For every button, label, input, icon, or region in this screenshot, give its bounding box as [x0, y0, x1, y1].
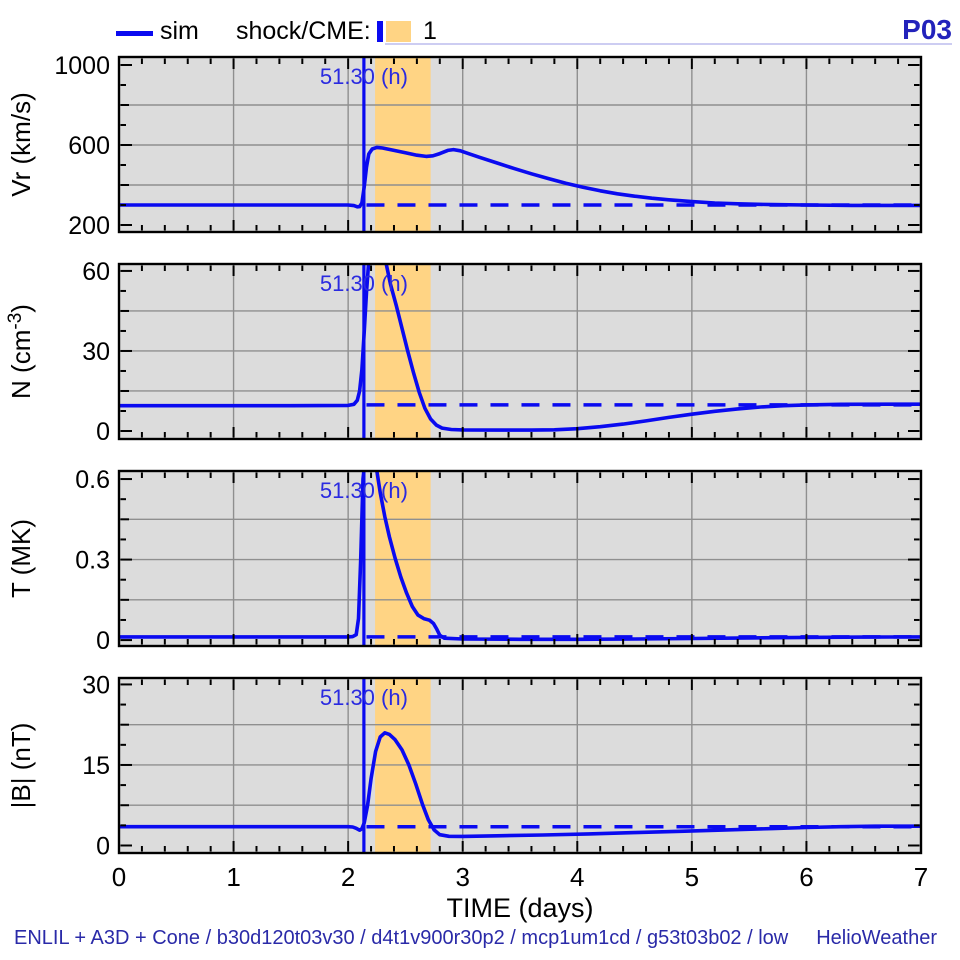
b-ytick-label: 30	[82, 671, 110, 699]
xtick-label: 1	[226, 862, 240, 892]
t-panel-frame	[117, 469, 923, 648]
b-shock-annotation: 51.30 (h)	[320, 685, 408, 710]
b-panel-frame	[117, 676, 923, 855]
legend-cme-id: 1	[423, 17, 437, 45]
xtick-label: 6	[799, 862, 813, 892]
panel-vr: 200 600 1000 Vr (km/s) 51.30 (h)	[6, 52, 923, 240]
vr-panel-frame	[117, 55, 923, 234]
vr-ytick-label: 1000	[54, 52, 110, 80]
t-ytick-label: 0.6	[75, 466, 110, 494]
t-sim-curve	[119, 471, 921, 642]
x-axis-title: TIME (days)	[446, 893, 594, 923]
panel-n: 0 30 60 N (cm-3) 51.30 (h)	[5, 258, 923, 446]
t-ytick-label: 0.3	[75, 547, 110, 575]
n-ytick-label: 60	[82, 258, 110, 286]
n-shock-annotation: 51.30 (h)	[320, 271, 408, 296]
footer-brand: HelioWeather	[816, 927, 937, 949]
legend-cme-band-swatch	[386, 21, 411, 42]
n-ytick-label: 30	[82, 338, 110, 366]
b-y-axis-title: |B| (nT)	[6, 723, 36, 809]
vr-ytick-label: 200	[68, 212, 110, 240]
run-label: P03	[902, 14, 952, 45]
panel-t: 0 0.3 0.6 T (MK) 51.30 (h)	[6, 466, 923, 655]
n-y-axis-title: N (cm-3)	[5, 304, 36, 399]
t-ytick-label: 0	[96, 627, 110, 655]
legend-sim-label: sim	[160, 17, 199, 45]
b-ytick-label: 0	[96, 832, 110, 860]
panel-b: 0 15 30 |B| (nT) 51.30 (h)	[6, 671, 923, 860]
xtick-label: 2	[341, 862, 355, 892]
xtick-label: 3	[455, 862, 469, 892]
vr-y-axis-title: Vr (km/s)	[6, 92, 36, 196]
legend-pale-underline	[385, 43, 952, 45]
xtick-label: 0	[112, 862, 126, 892]
legend-sim-line-swatch	[116, 31, 153, 36]
n-ytick-label: 0	[96, 418, 110, 446]
vr-sim-curve	[119, 145, 921, 209]
n-panel-frame	[117, 262, 923, 441]
t-panel-bg	[119, 471, 921, 646]
legend-shock-bar-swatch	[377, 21, 383, 42]
xtick-label: 5	[685, 862, 699, 892]
t-y-axis-title: T (MK)	[6, 519, 36, 598]
vr-shock-annotation: 51.30 (h)	[320, 64, 408, 89]
b-ytick-label: 15	[82, 752, 110, 780]
xtick-label: 7	[914, 862, 928, 892]
xtick-label: 4	[570, 862, 584, 892]
legend-shock-cme-label: shock/CME:	[236, 17, 371, 45]
footer-model-string: ENLIL + A3D + Cone / b30d120t03v30 / d4t…	[14, 927, 789, 949]
t-shock-annotation: 51.30 (h)	[320, 478, 408, 503]
b-sim-curve	[119, 730, 921, 839]
vr-ytick-label: 600	[68, 132, 110, 160]
